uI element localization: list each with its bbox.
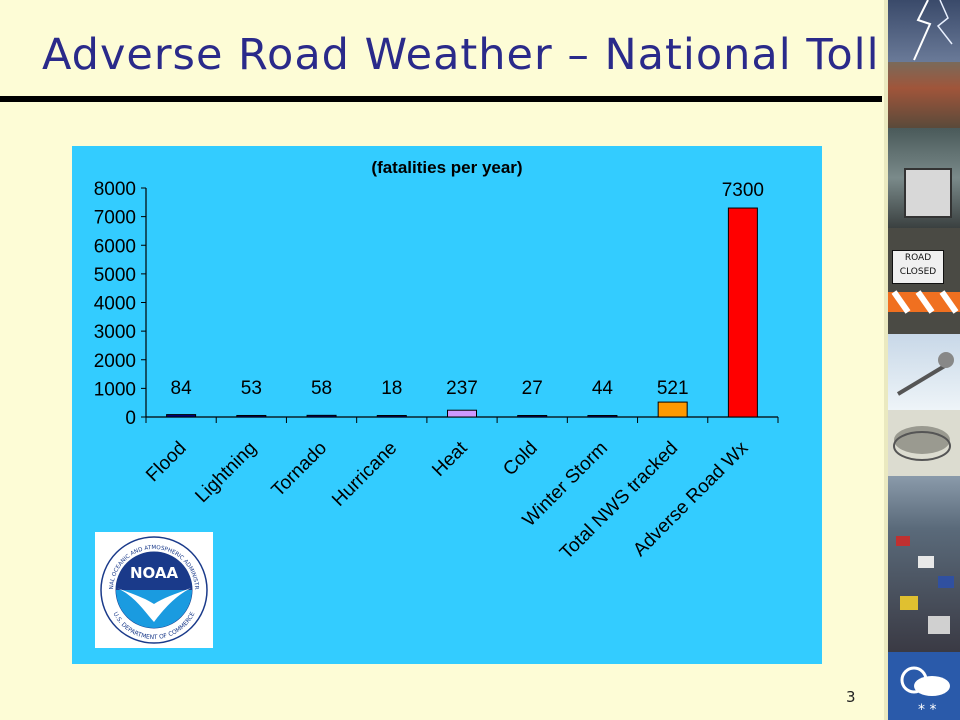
bar-chart: (fatalities per year) 0 1000 2000 3000 4000 5… <box>94 158 779 564</box>
data-label: 44 <box>592 378 614 399</box>
data-label: 7300 <box>722 180 764 201</box>
x-tick-label: Flood <box>142 438 190 486</box>
y-tick-label: 1000 <box>94 379 136 400</box>
bar <box>376 415 407 418</box>
road-sign-line1: ROAD <box>904 253 932 263</box>
pavement-sensor-photo <box>888 410 960 476</box>
slide-title: Adverse Road Weather – National Toll <box>42 30 880 80</box>
lightning-photo <box>888 0 960 62</box>
weather-symbols-icon: * * <box>900 666 950 718</box>
anemometer-icon <box>896 352 954 396</box>
bar <box>447 409 477 418</box>
data-label: 58 <box>311 378 332 399</box>
data-label: 84 <box>171 378 193 399</box>
x-tick-label: Lightning <box>191 438 260 507</box>
weather-icons-photo: * * <box>888 652 960 720</box>
truck-photo <box>888 128 960 228</box>
bar <box>306 414 337 418</box>
pavement-sensor-icon <box>893 426 951 461</box>
road-sign-line2: CLOSED <box>899 267 937 277</box>
x-tick-label: Hurricane <box>328 438 401 511</box>
bar <box>587 415 618 418</box>
data-label: 521 <box>657 378 689 399</box>
bar <box>657 401 688 418</box>
traffic-jam-photo <box>888 476 960 652</box>
chart-title: (fatalities per year) <box>371 158 522 177</box>
page-number: 3 <box>846 688 856 706</box>
flood-debris-photo <box>888 62 960 128</box>
noaa-wordmark: NOAA <box>130 564 179 582</box>
bars: 84 53 58 18 237 27 44 521 7300 <box>166 180 764 418</box>
x-tick-label: Total NWS tracked <box>556 438 682 564</box>
barricade-icon <box>888 290 960 314</box>
y-tick-label: 7000 <box>94 208 136 229</box>
y-tick-label: 5000 <box>94 265 136 286</box>
y-tick-label: 6000 <box>94 236 136 257</box>
x-tick-label: Cold <box>499 438 541 480</box>
x-tick-label: Tornado <box>268 438 331 501</box>
road-closed-photo: ROAD CLOSED <box>888 228 960 334</box>
svg-text:* *: * * <box>918 702 936 718</box>
noaa-logo-sky <box>116 552 192 590</box>
traffic-icon <box>896 536 954 634</box>
bar <box>166 414 197 418</box>
data-label: 237 <box>446 378 478 399</box>
bar <box>727 207 758 418</box>
data-label: 27 <box>522 378 543 399</box>
noaa-logo: NOAA NATIONAL OCEANIC AND ATMOSPHERIC AD… <box>95 532 213 648</box>
y-tick-label: 4000 <box>94 294 136 315</box>
data-label: 53 <box>241 378 262 399</box>
weather-sensor-photo <box>888 334 960 410</box>
y-tick-label: 3000 <box>94 322 136 343</box>
lightning-bolt-icon <box>913 0 953 61</box>
seagull-icon <box>117 588 191 622</box>
y-tick-label: 2000 <box>94 351 136 372</box>
y-tick-label: 0 <box>125 408 136 429</box>
photo-strip-edge <box>884 0 888 720</box>
truck-icon <box>904 168 952 218</box>
title-divider <box>0 96 882 102</box>
photo-strip: ROAD CLOSED <box>884 0 960 720</box>
bar <box>236 414 267 418</box>
x-tick-label: Heat <box>428 437 472 481</box>
bar <box>517 415 548 418</box>
data-label: 18 <box>381 378 402 399</box>
y-axis-ticks: 0 1000 2000 3000 4000 5000 6000 7000 8000 <box>94 179 146 429</box>
road-closed-sign: ROAD CLOSED <box>892 250 944 284</box>
y-tick-label: 8000 <box>94 179 136 200</box>
